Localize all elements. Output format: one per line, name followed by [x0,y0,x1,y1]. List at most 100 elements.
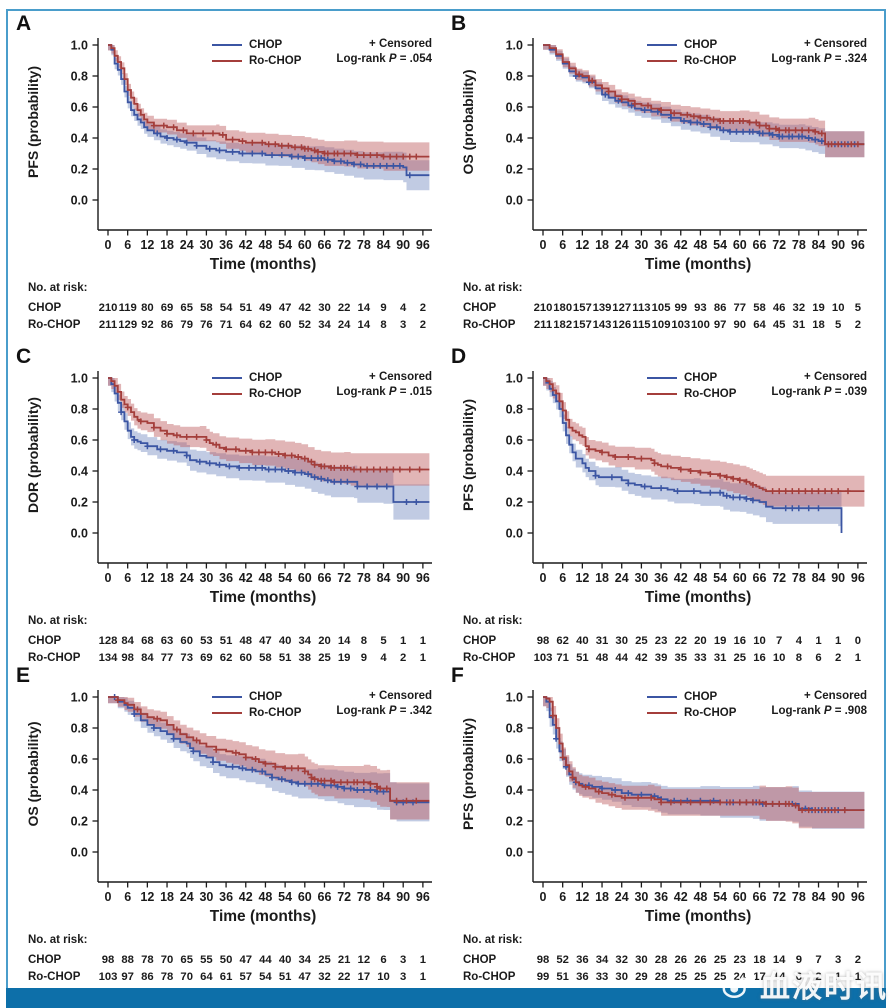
logrank-note: Log-rank P = .342 [336,704,432,719]
risk-count: 58 [200,302,213,314]
risk-count: 32 [318,971,331,983]
x-tick-label: 24 [615,890,629,904]
legend-item-chop: CHOP [647,689,736,705]
x-tick-label: 78 [357,890,371,904]
risk-count: 7 [815,954,821,966]
risk-count: 28 [655,971,668,983]
km-chart-C: 1.00.80.60.40.20.00 6 12 18 24 30 36 42 48 54 60 66… [71,371,432,664]
risk-count: 30 [635,954,648,966]
logrank-p-value: = .015 [399,386,432,398]
legend-label-chop: CHOP [249,691,283,703]
risk-count: 34 [318,319,331,331]
x-tick-label: 18 [160,890,174,904]
risk-count: 22 [338,302,351,314]
y-tick-label: 0.2 [506,815,523,829]
rochop-line-swatch [647,60,677,62]
risk-row-name-rochop: Ro-CHOP [28,652,81,664]
x-tick-label: 24 [615,571,629,585]
panel-C: C DOR (probability) 1.0 0.8 0.6 0.4 0.2 0.0 0 6… [8,343,442,673]
rochop-censor-marks [549,712,848,814]
chop-censor-marks [118,409,420,505]
x-tick-label: 96 [851,890,865,904]
x-tick-label: 6 [559,238,566,252]
y-tick-label: 0.4 [71,465,88,479]
risk-count: 1 [420,635,426,647]
legend: CHOP Ro-CHOP [212,689,301,721]
risk-row-name-chop: CHOP [28,302,62,314]
risk-count: 86 [714,302,727,314]
x-tick-label: 30 [634,571,648,585]
risk-count: 14 [338,635,351,647]
y-tick-label: 1.0 [506,691,523,705]
risk-count: 46 [773,302,786,314]
risk-count: 26 [674,954,687,966]
x-tick-label: 12 [575,238,589,252]
y-tick-label: 1.0 [506,372,523,386]
x-tick-label: 60 [733,890,747,904]
x-tick-label: 24 [180,238,194,252]
risk-count: 53 [200,635,213,647]
risk-count: 12 [358,954,371,966]
risk-count: 31 [714,652,727,664]
risk-count: 6 [796,971,802,983]
risk-count: 115 [632,319,650,331]
risk-table-header: No. at risk: [28,615,88,627]
x-tick-label: 54 [713,890,727,904]
rochop-line-swatch [212,60,242,62]
x-axis-label: Time (months) [644,589,752,606]
risk-count: 33 [694,652,707,664]
risk-row-name-chop: CHOP [28,954,62,966]
x-tick-label: 96 [851,571,865,585]
risk-count: 14 [773,954,786,966]
risk-count: 62 [556,635,569,647]
risk-count: 58 [259,652,272,664]
censored-note: + Censored [804,38,867,50]
risk-count: 119 [119,302,137,314]
y-tick-label: 0.2 [506,163,523,177]
rochop-line-swatch [647,712,677,714]
risk-count: 47 [239,954,252,966]
risk-count: 3 [400,319,406,331]
risk-count: 93 [694,302,707,314]
chop-confidence-band [108,378,430,521]
x-tick-label: 6 [559,571,566,585]
logrank-note: Log-rank P = .015 [336,385,432,400]
x-tick-label: 72 [337,890,351,904]
risk-count: 69 [161,302,174,314]
risk-count: 33 [596,971,609,983]
x-tick-label: 60 [298,890,312,904]
logrank-p-value: = .908 [834,705,867,717]
risk-count: 1 [835,971,841,983]
y-tick-label: 0.6 [71,753,88,767]
risk-count: 17 [753,971,766,983]
logrank-prefix: Log-rank [771,386,821,398]
legend-label-rochop: Ro-CHOP [684,707,737,719]
legend-label-chop: CHOP [684,372,718,384]
x-tick-label: 36 [654,238,668,252]
logrank-p-symbol: P [388,386,397,398]
risk-count: 80 [141,302,154,314]
risk-count: 34 [596,954,609,966]
risk-count: 25 [318,954,331,966]
x-tick-label: 12 [140,238,154,252]
risk-count: 1 [815,635,821,647]
legend-label-chop: CHOP [249,372,283,384]
legend-item-chop: CHOP [647,370,736,386]
logrank-prefix: Log-rank [771,705,821,717]
legend-item-rochop: Ro-CHOP [212,53,301,69]
risk-count: 62 [220,652,233,664]
risk-count: 22 [338,971,351,983]
y-tick-label: 0.2 [71,815,88,829]
risk-count: 26 [694,954,707,966]
logrank-note: Log-rank P = .054 [336,52,432,67]
x-tick-label: 90 [396,571,410,585]
risk-count: 97 [714,319,727,331]
risk-count: 32 [793,302,806,314]
stat-notes: + Censored Log-rank P = .039 [771,370,867,400]
x-tick-label: 78 [792,571,806,585]
y-tick-label: 0.6 [71,101,88,115]
risk-count: 64 [239,319,252,331]
risk-count: 103 [671,319,690,331]
risk-count: 20 [318,635,331,647]
x-tick-label: 96 [851,238,865,252]
